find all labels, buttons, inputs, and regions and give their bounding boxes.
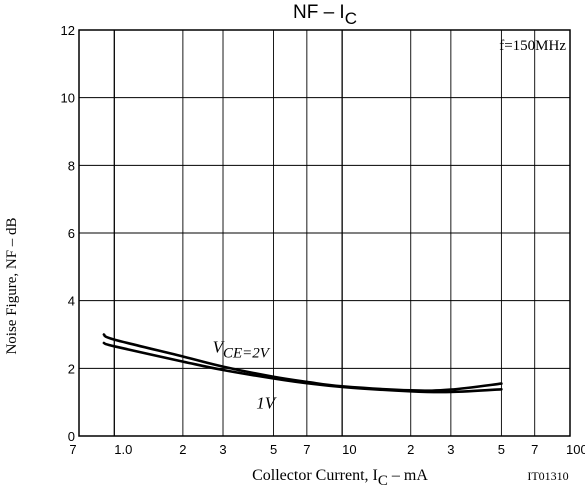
grid	[79, 30, 570, 436]
y-tick-label-6: 12	[61, 23, 75, 38]
x-tick-label-10: 7	[531, 442, 538, 457]
x-tick-label-2: 2	[179, 442, 186, 457]
series-label-vce-2v: VCE=2V	[213, 337, 271, 361]
y-axis-ticks: 0 2 4 6 8 10 12	[61, 23, 75, 444]
series-label-1v: 1V	[256, 394, 278, 413]
series-line-1	[102, 341, 503, 394]
x-tick-label-0: 7	[69, 442, 76, 457]
x-tick-label-5: 7	[303, 442, 310, 457]
y-tick-label-5: 10	[61, 91, 75, 106]
series-lines	[102, 333, 503, 394]
x-tick-label-11: 100	[566, 442, 585, 457]
series-line-0	[102, 333, 503, 392]
y-tick-label-3: 6	[68, 226, 75, 241]
chart-title: NF – IC	[293, 2, 357, 28]
y-tick-label-2: 4	[68, 294, 75, 309]
x-tick-label-8: 3	[447, 442, 454, 457]
x-axis-title: Collector Current, IC – mA	[252, 467, 428, 489]
x-axis-ticks: 7 1.0 2 3 5 7 10 2 3 5 7 100	[69, 442, 585, 457]
plot-frame	[78, 29, 571, 437]
x-tick-label-3: 3	[219, 442, 226, 457]
y-tick-label-0: 0	[68, 429, 75, 444]
y-axis-title: Noise Figure, NF – dB	[4, 217, 20, 354]
x-tick-label-6: 10	[342, 442, 356, 457]
y-tick-label-1: 2	[68, 361, 75, 376]
x-tick-label-9: 5	[498, 442, 505, 457]
figure-code: IT01310	[527, 469, 568, 483]
x-tick-label-7: 2	[407, 442, 414, 457]
x-tick-label-4: 5	[270, 442, 277, 457]
frequency-annotation: f=150MHz	[499, 38, 566, 54]
x-tick-label-1: 1.0	[114, 442, 132, 457]
y-tick-label-4: 8	[68, 158, 75, 173]
